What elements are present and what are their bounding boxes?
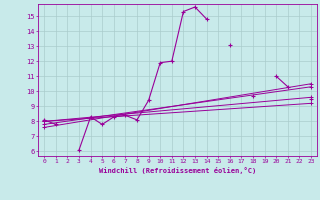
X-axis label: Windchill (Refroidissement éolien,°C): Windchill (Refroidissement éolien,°C) (99, 167, 256, 174)
